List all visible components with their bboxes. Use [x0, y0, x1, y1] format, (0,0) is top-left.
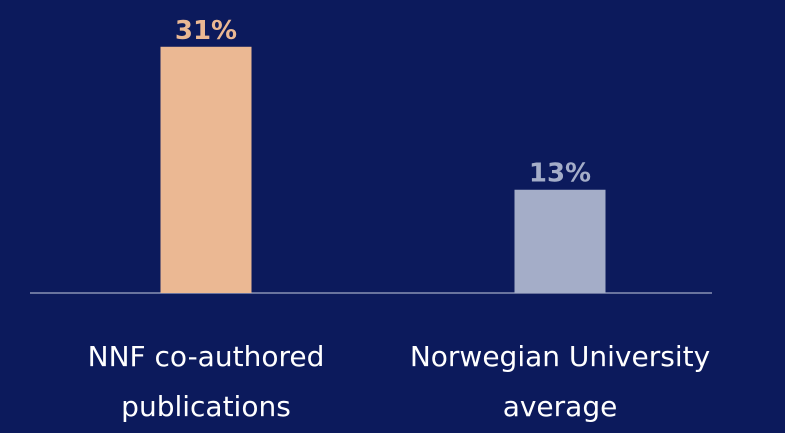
bar — [160, 46, 252, 294]
value-label: 31% — [175, 16, 237, 46]
value-label: 13% — [529, 159, 591, 189]
category-label: NNF co-authored publications — [87, 340, 325, 423]
bar — [514, 189, 606, 293]
category-label: Norwegian University average — [409, 340, 711, 423]
